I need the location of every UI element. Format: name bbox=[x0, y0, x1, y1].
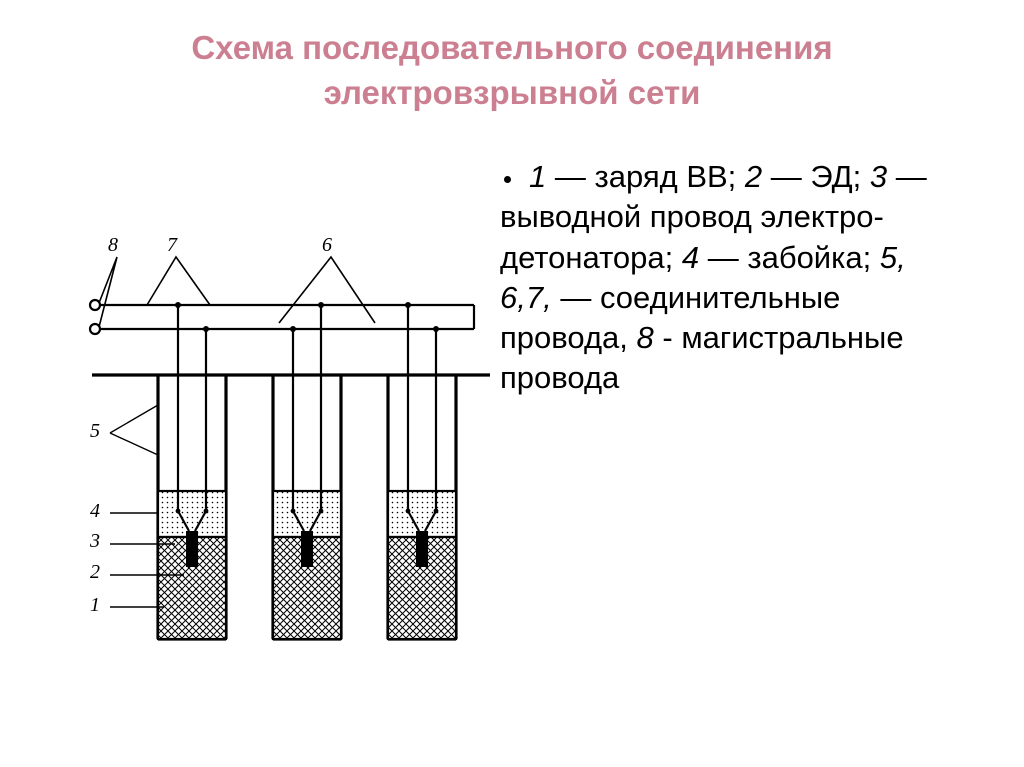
svg-text:4: 4 bbox=[90, 500, 100, 522]
svg-text:3: 3 bbox=[89, 530, 100, 552]
wiring-diagram: 8 7 6 5 4 3 2 1 bbox=[0, 155, 500, 675]
legend-item-text: заряд ВВ; bbox=[594, 159, 744, 194]
bullet-icon bbox=[504, 176, 511, 183]
legend-column: 1 — заряд ВВ; 2 — ЭД; 3 — выводной прово… bbox=[500, 155, 1024, 715]
title-line1: Схема последовательного соединения bbox=[191, 29, 832, 66]
svg-text:5: 5 bbox=[90, 420, 100, 442]
legend-item-text: забойка; bbox=[747, 240, 879, 275]
diagram-column: 8 7 6 5 4 3 2 1 bbox=[0, 155, 500, 715]
legend-number: 2 bbox=[745, 159, 762, 194]
svg-text:7: 7 bbox=[167, 234, 178, 256]
legend-number: 3 bbox=[870, 159, 887, 194]
svg-text:2: 2 bbox=[90, 561, 100, 583]
svg-text:1: 1 bbox=[90, 594, 100, 616]
page-title: Схема последовательного соединения элект… bbox=[0, 26, 1024, 115]
title-line2: электровзрывной сети bbox=[324, 74, 701, 111]
legend-number: 8 bbox=[637, 320, 654, 355]
legend-item-text: ЭД; bbox=[810, 159, 869, 194]
legend-number: 4 bbox=[682, 240, 699, 275]
legend-number: 1 bbox=[529, 159, 546, 194]
svg-text:6: 6 bbox=[322, 234, 332, 256]
legend-text: 1 — заряд ВВ; 2 — ЭД; 3 — выводной прово… bbox=[500, 157, 954, 399]
content-row: 8 7 6 5 4 3 2 1 1 — заряд ВВ; 2 — ЭД; 3 — вывод… bbox=[0, 155, 1024, 715]
svg-text:8: 8 bbox=[108, 234, 118, 256]
